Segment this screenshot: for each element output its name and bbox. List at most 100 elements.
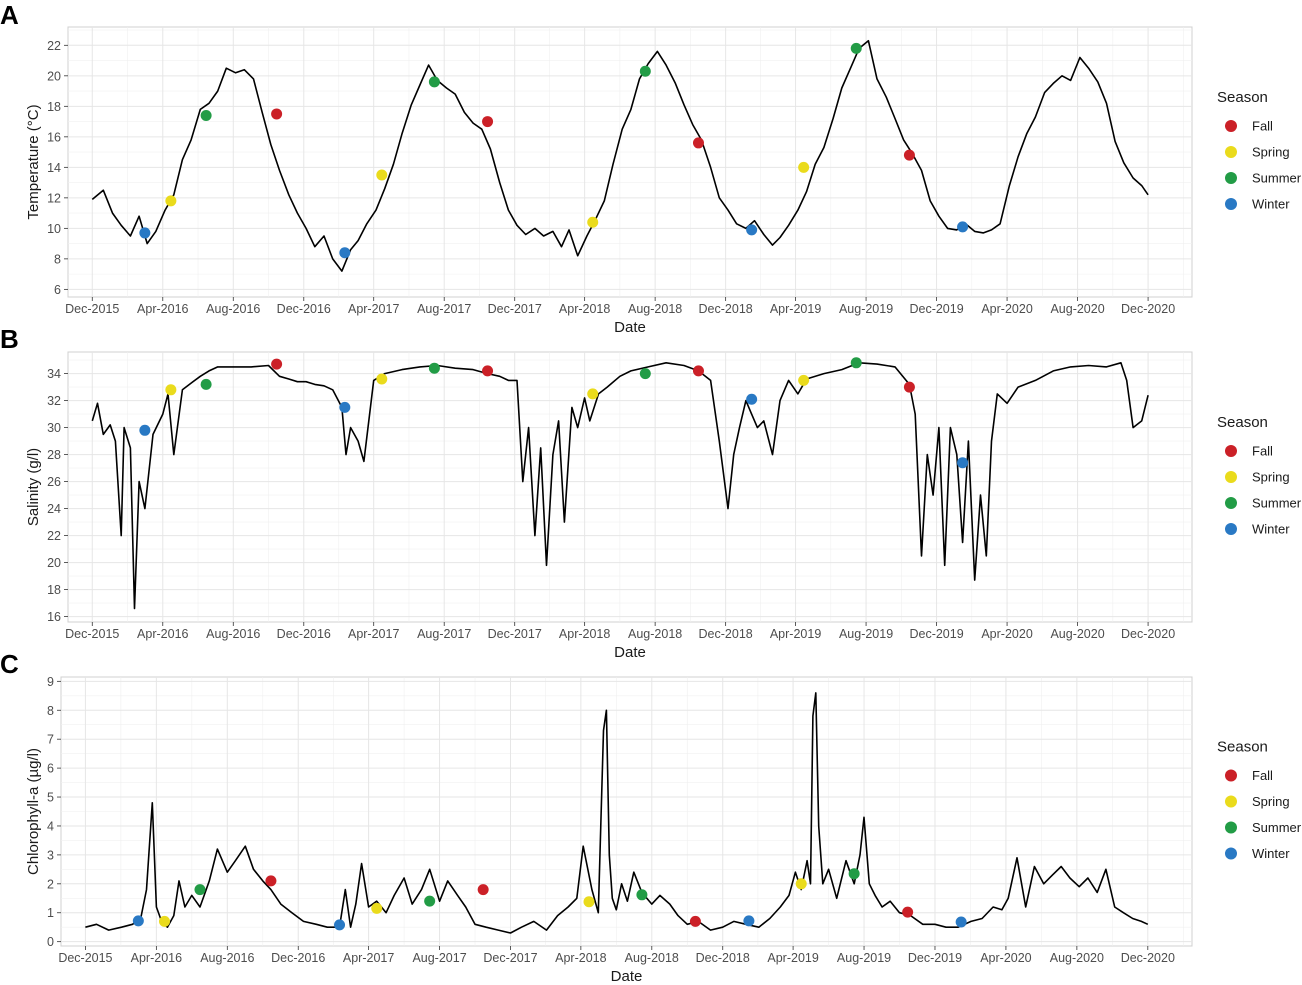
x-tick-label: Dec-2020 [1121,627,1175,641]
legend-key-summer [1225,172,1237,184]
season-point-summer [639,368,651,380]
season-point-spring [159,915,171,927]
x-tick-label: Apr-2020 [980,951,1031,965]
legend-label-fall: Fall [1252,119,1273,134]
y-tick-label: 30 [47,421,61,435]
y-tick-label: 22 [47,39,61,53]
panel-label: C [0,649,19,679]
season-point-fall [903,149,915,161]
season-point-winter [139,424,151,436]
panel-label: A [0,0,19,30]
x-tick-label: Apr-2019 [767,951,818,965]
season-point-spring [165,195,177,207]
x-axis-title: Date [614,644,646,661]
x-tick-label: Apr-2017 [343,951,394,965]
legend-key-winter [1225,847,1237,860]
y-tick-label: 8 [54,252,61,266]
x-axis-title: Date [614,319,646,336]
x-tick-label: Aug-2019 [839,627,893,641]
x-tick-label: Dec-2015 [65,627,119,641]
series-line-0 [91,361,1149,610]
x-tick-label: Dec-2020 [1121,302,1175,316]
x-tick-label: Aug-2017 [417,302,471,316]
x-tick-label: Aug-2019 [837,951,891,965]
x-tick-label: Apr-2017 [348,627,399,641]
y-tick-label: 26 [47,475,61,489]
y-tick-label: 20 [47,556,61,570]
season-point-summer [200,378,212,390]
season-point-winter [139,227,151,239]
panel-label: B [0,324,19,354]
legend-key-fall [1225,445,1237,457]
legend: Season Fall Spring Summer Winter [1217,739,1302,862]
x-tick-label: Aug-2019 [839,302,893,316]
x-tick-label: Dec-2019 [908,951,962,965]
season-point-summer [850,357,862,369]
season-point-spring [371,902,383,914]
x-tick-label: Apr-2018 [559,627,610,641]
series-line-0 [85,692,1149,934]
x-tick-label: Apr-2018 [555,951,606,965]
y-tick-label: 0 [47,935,54,949]
legend-key-fall [1225,120,1237,132]
y-tick-label: 4 [47,819,54,833]
y-tick-label: 5 [47,791,54,805]
season-point-winter [132,915,144,927]
x-tick-label: Apr-2018 [559,302,610,316]
y-tick-label: 20 [47,69,61,83]
y-tick-label: 22 [47,529,61,543]
season-point-winter [339,401,351,413]
season-point-winter [957,457,969,469]
season-point-fall [271,358,283,370]
legend-label-fall: Fall [1252,444,1273,459]
y-tick-label: 2 [47,877,54,891]
plot-panel [67,351,1193,623]
legend-key-summer [1225,821,1237,834]
x-tick-label: Apr-2020 [981,627,1032,641]
season-point-summer [636,889,648,901]
season-point-spring [798,374,810,386]
x-tick-label: Dec-2016 [277,627,331,641]
x-tick-label: Aug-2016 [206,302,260,316]
legend: Season Fall Spring Summer Winter [1217,414,1302,537]
x-tick-label: Aug-2016 [206,627,260,641]
y-tick-label: 10 [47,222,61,236]
y-tick-label: 16 [47,610,61,624]
x-tick-label: Dec-2015 [58,951,112,965]
x-tick-label: Dec-2018 [696,951,750,965]
season-point-summer [639,65,651,77]
season-point-summer [200,109,212,121]
x-tick-label: Dec-2016 [271,951,325,965]
legend-label-winter: Winter [1252,522,1290,537]
x-tick-label: Apr-2016 [137,627,188,641]
season-point-summer [424,895,436,907]
legend-key-fall [1225,769,1237,782]
season-point-winter [955,916,967,928]
season-point-spring [587,388,599,400]
season-point-spring [583,896,595,908]
x-tick-label: Apr-2017 [348,302,399,316]
x-tick-label: Aug-2017 [417,627,471,641]
y-tick-label: 6 [54,283,61,297]
legend-key-summer [1225,497,1237,509]
season-point-winter [743,915,755,927]
y-tick-label: 18 [47,583,61,597]
x-tick-label: Apr-2016 [137,302,188,316]
season-point-fall [477,884,489,896]
x-tick-label: Aug-2016 [200,951,254,965]
season-point-summer [848,868,860,880]
x-tick-label: Aug-2017 [412,951,466,965]
y-tick-label: 9 [47,675,54,689]
y-tick-label: 14 [47,161,61,175]
y-tick-label: 18 [47,100,61,114]
x-tick-label: Dec-2018 [699,302,753,316]
x-tick-label: Aug-2018 [625,951,679,965]
y-tick-label: 3 [47,848,54,862]
season-point-spring [165,384,177,396]
chart-panel-b: 16 18 20 22 24 26 28 30 32 34 Dec-2015 Apr-2016 Aug-… [0,324,1302,661]
y-tick-label: 12 [47,191,61,205]
x-tick-label: Dec-2016 [277,302,331,316]
legend-label-spring: Spring [1252,145,1290,160]
y-tick-label: 16 [47,130,61,144]
